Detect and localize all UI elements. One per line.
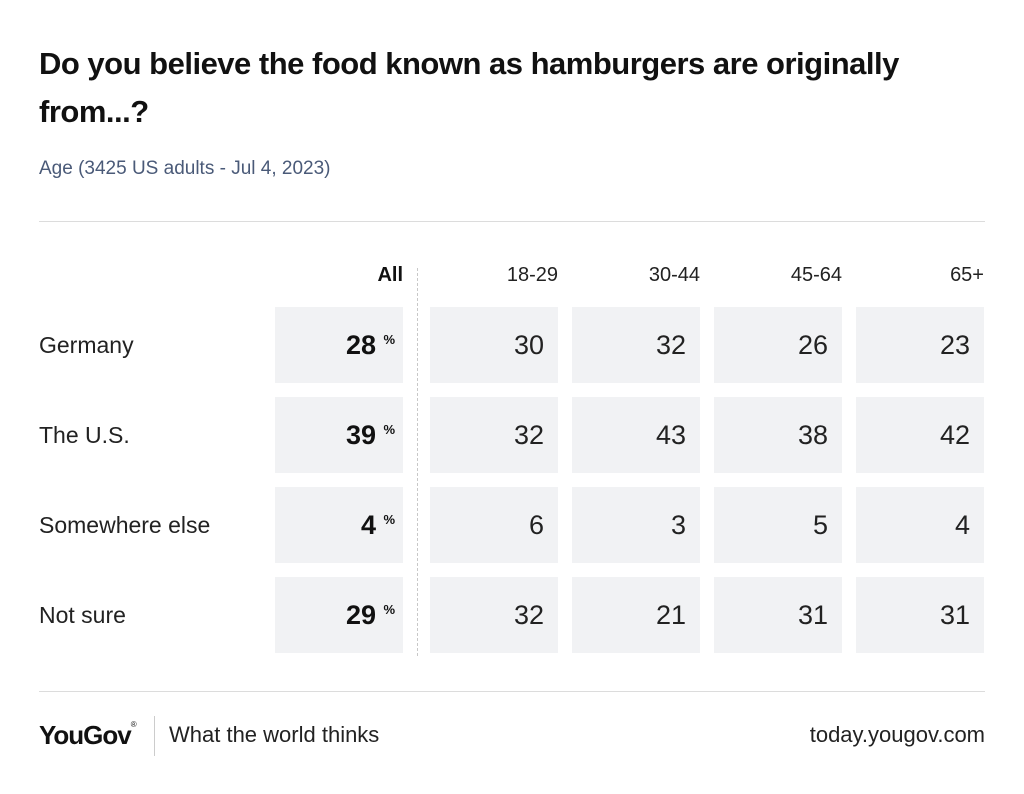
cell-value: 26 [797, 330, 828, 360]
row-label: Somewhere else [39, 512, 211, 538]
table-cell: 39% [275, 397, 403, 473]
footer-tagline: What the world thinks [169, 722, 380, 747]
cell-value: 29 [345, 600, 376, 630]
row-label: The U.S. [39, 422, 130, 448]
cell-value: 6 [528, 510, 544, 540]
chart-subtitle: Age (3425 US adults - Jul 4, 2023) [39, 158, 331, 179]
top-rule [39, 221, 985, 222]
percent-sign: % [383, 512, 395, 527]
table-cell: 23 [856, 307, 984, 383]
cell-value: 21 [655, 600, 686, 630]
percent-sign: % [383, 332, 395, 347]
cell-value: 32 [513, 600, 544, 630]
percent-sign: % [383, 602, 395, 617]
column-header-30-44: 30-44 [648, 264, 700, 286]
table-cell: 31 [856, 577, 984, 653]
cell-value: 31 [797, 600, 828, 630]
table-cell: 26 [714, 307, 842, 383]
footer-separator [154, 716, 155, 756]
cell-value: 39 [345, 420, 376, 450]
cell-value: 32 [513, 420, 544, 450]
table-cell: 4 [856, 487, 984, 563]
column-header-45-64: 45-64 [790, 264, 842, 286]
table-cell: 32 [430, 577, 558, 653]
cell-value: 43 [655, 420, 686, 450]
table-cell: 30 [430, 307, 558, 383]
table-cell: 38 [714, 397, 842, 473]
table-cell: 42 [856, 397, 984, 473]
table-cell: 29% [275, 577, 403, 653]
cell-value: 32 [655, 330, 686, 360]
percent-sign: % [383, 422, 395, 437]
table-cell: 32 [572, 307, 700, 383]
cell-value: 30 [513, 330, 544, 360]
logo-mark: ® [130, 720, 137, 729]
logo-text: YouGov [39, 720, 132, 750]
cell-value: 4 [360, 510, 376, 540]
yougov-logo[interactable]: YouGov® [39, 720, 137, 751]
chart-title: Do you believe the food known as hamburg… [39, 46, 899, 129]
table-cell: 3 [572, 487, 700, 563]
column-header-18-29: 18-29 [506, 264, 558, 286]
table-cell: 5 [714, 487, 842, 563]
bottom-rule [39, 691, 985, 692]
cell-value: 31 [939, 600, 970, 630]
column-header-65-: 65+ [950, 264, 984, 286]
table-cell: 32 [430, 397, 558, 473]
table-cell: 6 [430, 487, 558, 563]
footer-url[interactable]: today.yougov.com [809, 722, 985, 747]
cell-value: 38 [797, 420, 828, 450]
row-label: Not sure [39, 602, 126, 628]
table-cell: 31 [714, 577, 842, 653]
cell-value: 28 [345, 330, 376, 360]
table-cell: 28% [275, 307, 403, 383]
cell-value: 5 [812, 510, 828, 540]
column-header-all: All [377, 264, 403, 286]
table-cell: 43 [572, 397, 700, 473]
cell-value: 42 [939, 420, 970, 450]
table-cell: 21 [572, 577, 700, 653]
all-column-divider [417, 268, 418, 656]
cell-value: 23 [939, 330, 970, 360]
cell-value: 3 [670, 510, 686, 540]
row-label: Germany [39, 332, 134, 358]
cell-value: 4 [954, 510, 970, 540]
table-cell: 4% [275, 487, 403, 563]
